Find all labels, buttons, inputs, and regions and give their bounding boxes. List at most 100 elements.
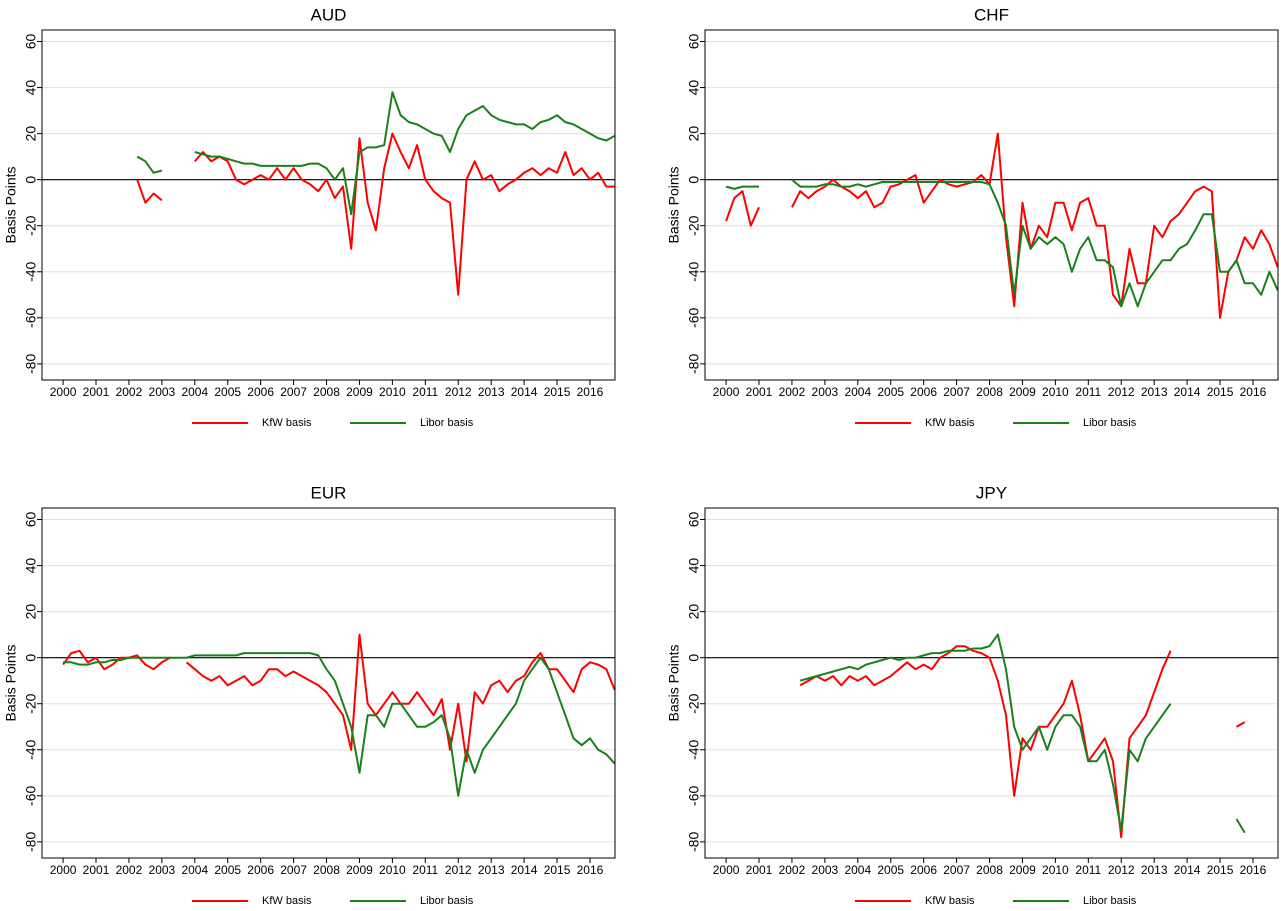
x-tick-label: 2012 bbox=[1108, 863, 1135, 877]
legend-label: KfW basis bbox=[925, 895, 975, 907]
legend-label: KfW basis bbox=[925, 417, 975, 429]
chart-title: CHF bbox=[974, 5, 1009, 24]
x-tick-label: 2013 bbox=[1141, 863, 1168, 877]
y-axis-label: Basis Points bbox=[3, 644, 19, 721]
x-tick-label: 2000 bbox=[50, 863, 77, 877]
y-tick-label: -60 bbox=[686, 307, 702, 327]
x-tick-label: 2001 bbox=[746, 863, 773, 877]
legend-label: KfW basis bbox=[262, 417, 312, 429]
x-tick-label: 2011 bbox=[412, 863, 438, 877]
series-line bbox=[725, 132, 1279, 319]
x-tick-label: 2016 bbox=[1240, 385, 1267, 399]
x-tick-label: 2014 bbox=[511, 385, 538, 399]
x-tick-label: 2015 bbox=[544, 863, 571, 877]
chart-title: EUR bbox=[311, 483, 347, 502]
y-axis-label: Basis Points bbox=[666, 166, 682, 243]
x-tick-label: 2014 bbox=[1174, 385, 1201, 399]
plot-frame bbox=[41, 29, 616, 381]
series-line bbox=[725, 178, 1279, 308]
x-tick-label: 2008 bbox=[976, 385, 1003, 399]
series-line bbox=[136, 132, 615, 296]
x-tick-label: 2000 bbox=[50, 385, 77, 399]
y-tick-label: 40 bbox=[23, 80, 39, 96]
x-tick-label: 2009 bbox=[346, 863, 373, 877]
x-tick-label: 2005 bbox=[214, 863, 241, 877]
x-tick-label: 2002 bbox=[116, 385, 143, 399]
legend-label: Libor basis bbox=[1083, 895, 1137, 907]
x-tick-label: 2014 bbox=[1174, 863, 1201, 877]
x-tick-label: 2007 bbox=[943, 863, 970, 877]
x-tick-label: 2015 bbox=[1207, 385, 1234, 399]
x-tick-label: 2004 bbox=[844, 863, 871, 877]
x-tick-label: 2007 bbox=[280, 863, 307, 877]
x-tick-label: 2006 bbox=[247, 385, 274, 399]
y-tick-label: 40 bbox=[686, 80, 702, 96]
y-tick-label: -60 bbox=[686, 785, 702, 805]
y-tick-label: 20 bbox=[23, 604, 39, 620]
y-tick-label: 0 bbox=[23, 654, 39, 662]
plot-area bbox=[42, 508, 615, 858]
x-tick-label: 2005 bbox=[214, 385, 241, 399]
y-tick-label: 40 bbox=[686, 558, 702, 574]
y-axis-label: Basis Points bbox=[3, 166, 19, 243]
legend-label: Libor basis bbox=[420, 895, 474, 907]
y-tick-label: -60 bbox=[23, 307, 39, 327]
x-tick-label: 2008 bbox=[313, 385, 340, 399]
x-tick-label: 2002 bbox=[116, 863, 143, 877]
y-tick-label: -20 bbox=[686, 693, 702, 713]
x-tick-label: 2004 bbox=[181, 863, 208, 877]
x-tick-label: 2002 bbox=[779, 385, 806, 399]
x-tick-label: 2009 bbox=[1009, 385, 1036, 399]
x-tick-label: 2008 bbox=[976, 863, 1003, 877]
x-tick-label: 2001 bbox=[83, 863, 110, 877]
x-tick-label: 2015 bbox=[1207, 863, 1234, 877]
x-tick-label: 2010 bbox=[379, 385, 406, 399]
x-tick-label: 2003 bbox=[812, 385, 839, 399]
x-tick-label: 2013 bbox=[478, 863, 505, 877]
x-tick-label: 2003 bbox=[149, 863, 176, 877]
legend-label: Libor basis bbox=[420, 417, 474, 429]
x-tick-label: 2011 bbox=[412, 385, 438, 399]
x-tick-label: 2012 bbox=[1108, 385, 1135, 399]
x-tick-label: 2002 bbox=[779, 863, 806, 877]
x-tick-label: 2010 bbox=[379, 863, 406, 877]
y-tick-label: -40 bbox=[23, 739, 39, 759]
panel: EUR Basis Points -80 -60 -40 -20 0 20 40 60 2000 20… bbox=[3, 483, 616, 907]
x-tick-label: 2012 bbox=[445, 385, 472, 399]
plot-frame bbox=[704, 29, 1279, 381]
y-tick-label: -80 bbox=[686, 354, 702, 374]
x-tick-label: 2016 bbox=[577, 385, 604, 399]
x-tick-label: 2014 bbox=[511, 863, 538, 877]
plot-frame bbox=[41, 507, 616, 859]
x-tick-label: 2001 bbox=[83, 385, 110, 399]
y-tick-label: 20 bbox=[686, 126, 702, 142]
y-tick-label: 0 bbox=[686, 176, 702, 184]
x-tick-label: 2003 bbox=[149, 385, 176, 399]
y-tick-label: -40 bbox=[686, 261, 702, 281]
y-tick-label: -40 bbox=[23, 261, 39, 281]
x-tick-label: 2000 bbox=[713, 863, 740, 877]
x-tick-label: 2011 bbox=[1075, 385, 1101, 399]
x-tick-label: 2008 bbox=[313, 863, 340, 877]
x-tick-label: 2013 bbox=[1141, 385, 1168, 399]
x-tick-label: 2005 bbox=[877, 385, 904, 399]
x-tick-label: 2013 bbox=[478, 385, 505, 399]
x-tick-label: 2006 bbox=[910, 863, 937, 877]
plot-area bbox=[705, 508, 1278, 858]
y-tick-label: 60 bbox=[686, 512, 702, 528]
x-tick-label: 2010 bbox=[1042, 385, 1069, 399]
y-tick-label: -80 bbox=[686, 832, 702, 852]
y-tick-label: -20 bbox=[686, 215, 702, 235]
y-tick-label: 60 bbox=[686, 34, 702, 50]
x-tick-label: 2007 bbox=[943, 385, 970, 399]
x-tick-label: 2006 bbox=[247, 863, 274, 877]
y-tick-label: 60 bbox=[23, 34, 39, 50]
legend-label: Libor basis bbox=[1083, 417, 1137, 429]
y-tick-label: -20 bbox=[23, 215, 39, 235]
x-tick-label: 2007 bbox=[280, 385, 307, 399]
plot-frame bbox=[704, 507, 1279, 859]
x-tick-label: 2001 bbox=[746, 385, 773, 399]
y-tick-label: -20 bbox=[23, 693, 39, 713]
x-tick-label: 2010 bbox=[1042, 863, 1069, 877]
y-tick-label: -40 bbox=[686, 739, 702, 759]
